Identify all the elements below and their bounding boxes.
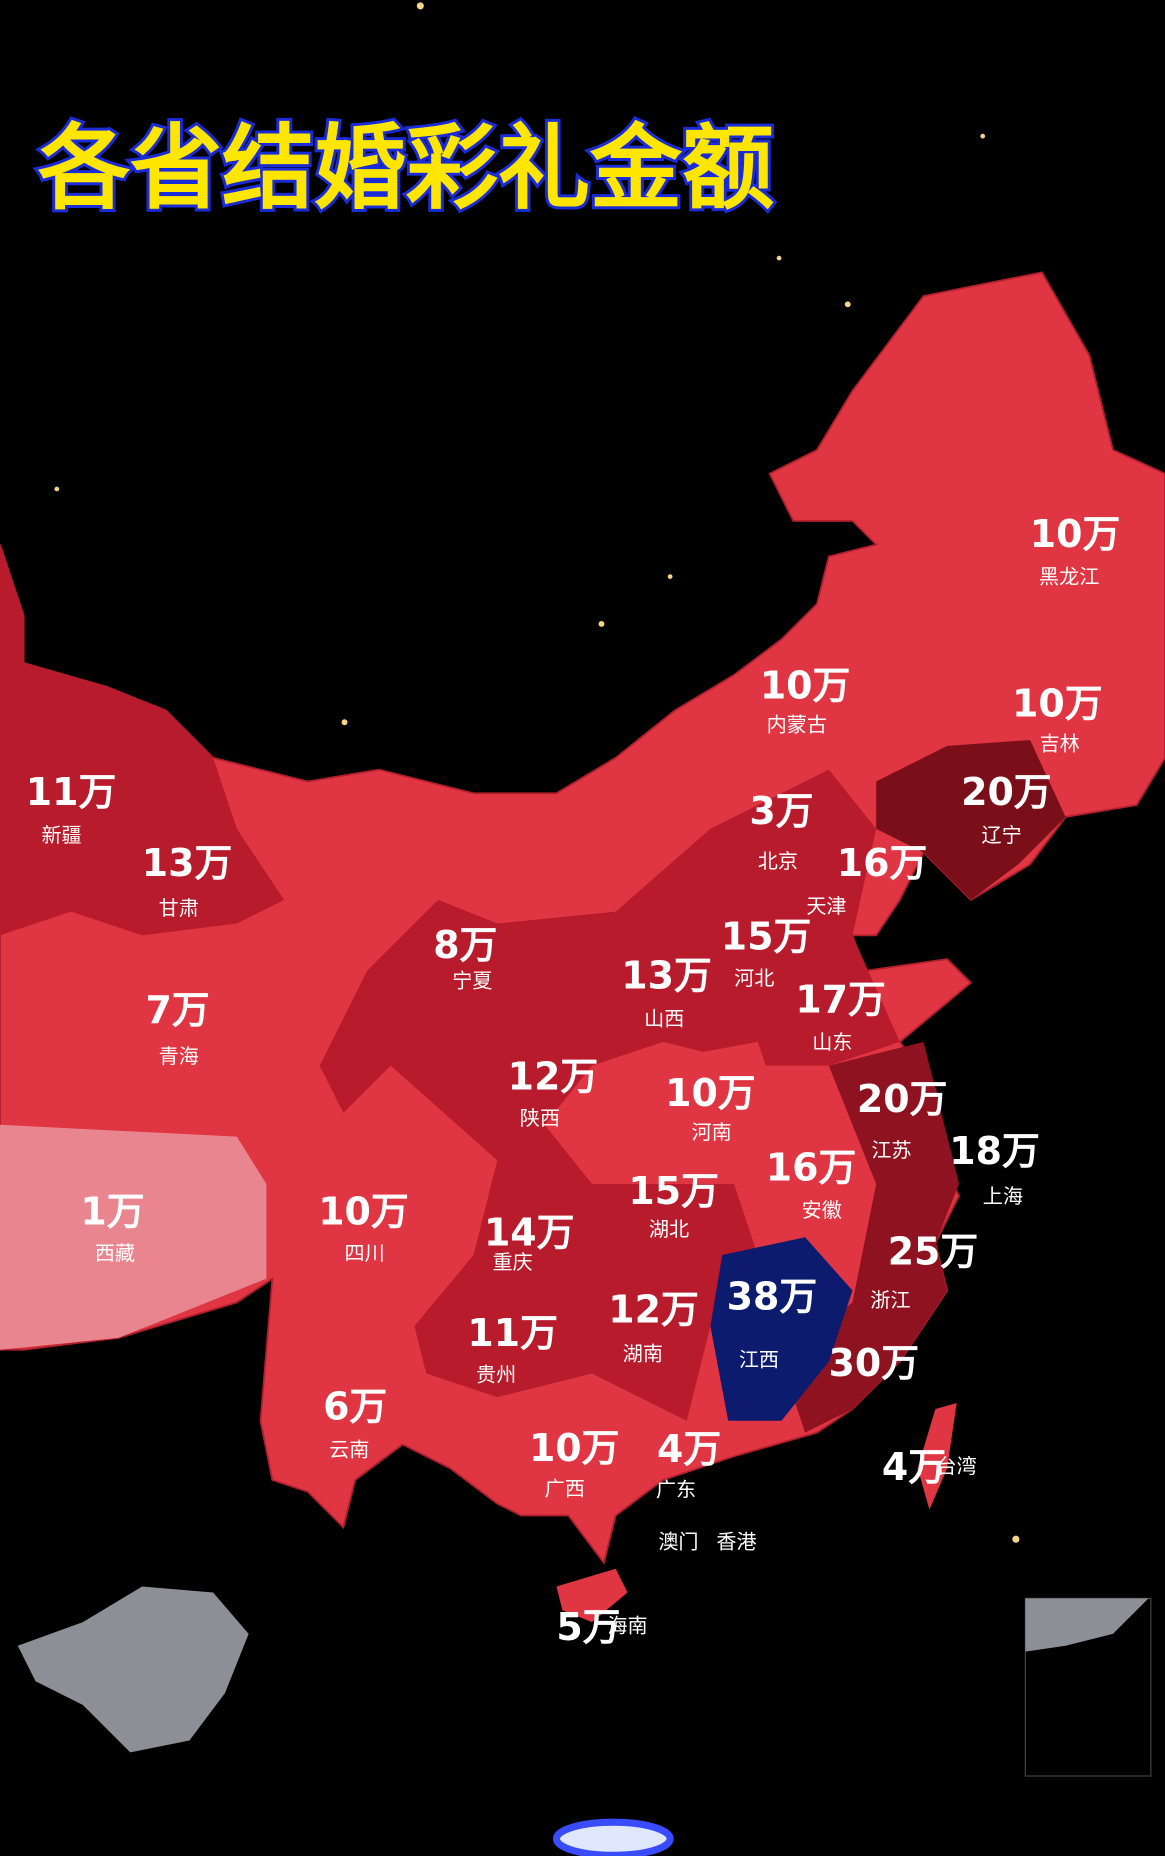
amount-label: 11万 — [467, 1311, 558, 1355]
stars — [54, 2, 1020, 1543]
region-name: 重庆 — [493, 1250, 533, 1274]
amount-label: 5万 — [556, 1605, 620, 1649]
region-jiangxi — [710, 1237, 853, 1421]
region-name: 新疆 — [41, 823, 81, 847]
amount-label: 13万 — [621, 954, 712, 998]
amount-label: 13万 — [142, 841, 233, 885]
region-xinjiang-gansu — [0, 544, 285, 936]
amount-label: 12万 — [608, 1288, 699, 1332]
amount-label: 14万 — [484, 1211, 575, 1255]
amount-label: 12万 — [508, 1054, 599, 1098]
amount-label: 1万 — [80, 1189, 144, 1233]
region-name: 陕西 — [520, 1106, 560, 1130]
amount-label: 18万 — [949, 1129, 1040, 1173]
amount-label: 6万 — [323, 1385, 387, 1429]
region-name: 黑龙江 — [1039, 565, 1099, 589]
region-name: 云南 — [329, 1437, 369, 1461]
amount-label: 10万 — [665, 1071, 756, 1115]
region-name: 甘肃 — [159, 896, 199, 920]
region-name: 吉林 — [1040, 732, 1080, 756]
region-name: 台湾 — [937, 1454, 977, 1478]
amount-label: 10万 — [318, 1189, 409, 1233]
region-name: 海南 — [607, 1614, 647, 1638]
amount-label: 16万 — [766, 1145, 857, 1189]
taiwan-island — [917, 1403, 957, 1510]
amount-label: 8万 — [433, 923, 497, 967]
region-name: 河北 — [734, 966, 774, 990]
region-name: 宁夏 — [452, 968, 492, 992]
region-name: 广西 — [545, 1476, 585, 1500]
region-name: 河南 — [691, 1120, 731, 1144]
region-name: 北京 — [758, 849, 798, 873]
region-name: 内蒙古 — [767, 713, 827, 737]
region-name: 湖北 — [649, 1217, 689, 1241]
amount-label: 7万 — [145, 988, 209, 1032]
glow — [552, 1818, 674, 1856]
region-name: 山东 — [812, 1030, 852, 1054]
amount-label: 20万 — [857, 1077, 948, 1121]
amount-label: 11万 — [26, 770, 117, 814]
region-henan — [615, 1041, 782, 1184]
region-name: 辽宁 — [982, 823, 1022, 847]
amount-label: 3万 — [749, 789, 813, 833]
region-name: 上海 — [983, 1184, 1023, 1208]
region-name: 山西 — [644, 1006, 684, 1030]
amount-label: 25万 — [888, 1230, 979, 1274]
amount-label: 16万 — [837, 841, 928, 885]
region-name: 西藏 — [95, 1241, 135, 1265]
region-name: 湖南 — [623, 1341, 663, 1365]
region-liaoning — [876, 740, 1066, 900]
amount-label: 17万 — [795, 977, 886, 1021]
region-tibet — [0, 1124, 267, 1350]
region-name: 四川 — [345, 1241, 385, 1265]
amount-label: 10万 — [1030, 512, 1121, 556]
region-name: 青海 — [159, 1044, 199, 1068]
region-name: 江西 — [739, 1347, 779, 1371]
amount-label: 38万 — [727, 1275, 818, 1319]
amount-label: 10万 — [1012, 681, 1103, 725]
region-name: 天津 — [806, 894, 846, 918]
amount-label: 4万 — [657, 1427, 721, 1471]
inset-map-left — [17, 1586, 249, 1753]
amount-label: 10万 — [529, 1426, 620, 1470]
amount-label: 10万 — [760, 664, 851, 708]
region-name: 安徽 — [802, 1198, 842, 1222]
amount-label: 20万 — [961, 770, 1052, 814]
region-name: 广东 — [656, 1478, 696, 1502]
region-name: 贵州 — [476, 1363, 516, 1387]
city-label: 澳门 — [658, 1530, 698, 1554]
title: 各省结婚彩礼金额 — [38, 115, 774, 222]
inset-map-right-land — [1025, 1598, 1149, 1652]
region-name: 江苏 — [871, 1138, 911, 1162]
amount-label: 15万 — [628, 1169, 719, 1213]
city-label: 香港 — [716, 1530, 756, 1554]
region-name: 浙江 — [870, 1288, 910, 1312]
amount-label: 4万 — [882, 1445, 946, 1489]
amount-label: 30万 — [828, 1341, 919, 1385]
amount-label: 15万 — [721, 915, 812, 959]
hainan-island — [556, 1568, 628, 1623]
